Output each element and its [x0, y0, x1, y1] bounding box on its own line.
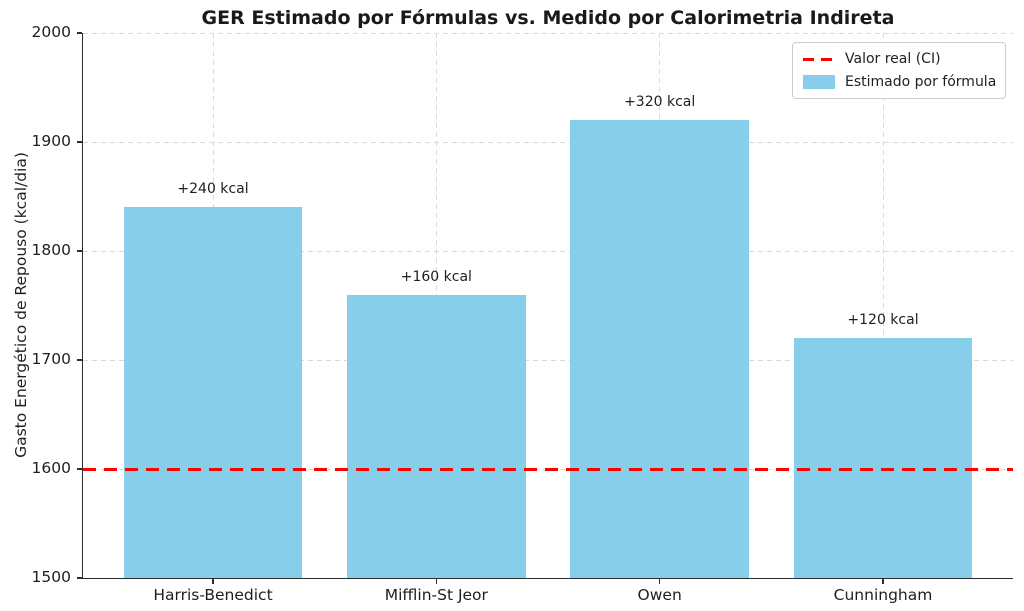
bar-harris-benedict — [123, 207, 303, 578]
y-tick-1500 — [76, 577, 82, 579]
y-tick-1700 — [76, 359, 82, 361]
y-tick-label-1900: 1900 — [31, 132, 71, 150]
bar-cunningham — [793, 338, 973, 578]
bar-value-label-owen: +320 kcal — [624, 94, 696, 111]
bar-owen — [570, 120, 749, 578]
bar-value-label-cunningham: +120 kcal — [847, 312, 919, 329]
y-tick-1600 — [76, 468, 82, 470]
x-tick-label-mifflin-st-jeor: Mifflin-St Jeor — [384, 586, 488, 604]
bar-mifflin-st-jeor — [347, 294, 526, 578]
gridline-y-2000 — [83, 32, 1013, 34]
x-tick-owen — [658, 579, 661, 584]
gridline-y-1800 — [83, 250, 1013, 252]
x-tick-mifflin-st-jeor — [435, 579, 438, 584]
reference-line — [83, 467, 1013, 471]
x-tick-harris-benedict — [212, 579, 214, 584]
legend: Valor real (CI) Estimado por fórmula — [792, 42, 1006, 99]
gridline-y-1900 — [83, 141, 1013, 143]
x-axis-spine — [81, 578, 1013, 580]
y-tick-label-1700: 1700 — [31, 350, 71, 368]
bar-swatch-icon — [803, 75, 835, 89]
x-tick-label-owen: Owen — [637, 586, 682, 604]
y-axis-label: Gasto Energético de Repouso (kcal/dia) — [12, 152, 30, 458]
dashed-line-icon — [803, 57, 835, 61]
legend-label: Estimado por fórmula — [845, 74, 997, 90]
gridline-x-3 — [882, 33, 884, 578]
y-axis-spine — [81, 33, 83, 580]
y-tick-label-1500: 1500 — [31, 568, 71, 586]
y-tick-label-2000: 2000 — [31, 23, 71, 41]
y-tick-1800 — [76, 250, 82, 252]
x-tick-label-cunningham: Cunningham — [833, 586, 933, 604]
legend-item-valor-real: Valor real (CI) — [803, 51, 995, 67]
legend-item-estimado: Estimado por fórmula — [803, 74, 997, 90]
legend-label: Valor real (CI) — [845, 51, 941, 67]
bar-value-label-harris-benedict: +240 kcal — [177, 181, 249, 198]
x-tick-cunningham — [882, 579, 884, 584]
y-tick-label-1800: 1800 — [31, 241, 71, 259]
x-tick-label-harris-benedict: Harris-Benedict — [153, 586, 273, 604]
y-tick-2000 — [76, 32, 82, 34]
bar-value-label-mifflin-st-jeor: +160 kcal — [400, 268, 472, 285]
y-tick-label-1600: 1600 — [31, 459, 71, 477]
gridline-y-1700 — [83, 359, 1013, 361]
chart-title: GER Estimado por Fórmulas vs. Medido por… — [201, 7, 895, 29]
y-tick-1900 — [76, 141, 82, 143]
